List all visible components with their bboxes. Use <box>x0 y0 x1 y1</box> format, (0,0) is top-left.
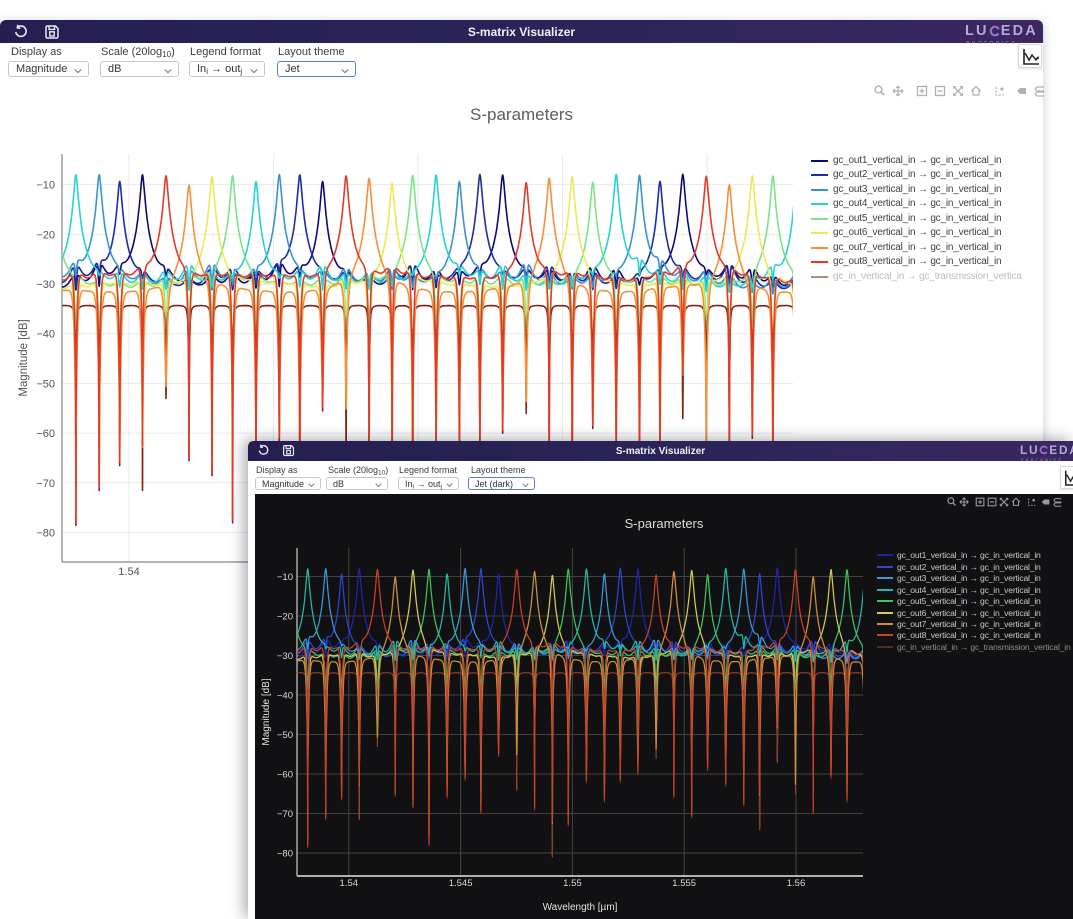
svg-text:−40: −40 <box>36 329 55 341</box>
svg-text:−30: −30 <box>36 279 55 291</box>
svg-text:Wavelength [µm]: Wavelength [µm] <box>543 902 618 913</box>
svg-text:−20: −20 <box>36 229 55 241</box>
svg-text:−80: −80 <box>277 849 293 860</box>
svg-text:1.54: 1.54 <box>340 878 359 889</box>
svg-text:−40: −40 <box>277 691 293 702</box>
svg-text:1.56: 1.56 <box>787 878 806 889</box>
svg-text:−50: −50 <box>277 730 293 741</box>
svg-text:−80: −80 <box>36 528 55 540</box>
svg-text:−30: −30 <box>277 651 293 662</box>
svg-text:−70: −70 <box>36 478 55 490</box>
svg-text:−50: −50 <box>36 378 55 390</box>
svg-text:−70: −70 <box>277 809 293 820</box>
svg-text:1.555: 1.555 <box>672 878 696 889</box>
svg-text:−10: −10 <box>277 572 293 583</box>
svg-text:Magnitude [dB]: Magnitude [dB] <box>261 678 272 745</box>
svg-text:−60: −60 <box>36 428 55 440</box>
svg-text:1.54: 1.54 <box>118 566 139 578</box>
svg-text:1.55: 1.55 <box>563 878 582 889</box>
svg-text:−60: −60 <box>277 770 293 781</box>
svg-text:Magnitude [dB]: Magnitude [dB] <box>18 319 30 396</box>
svg-text:−20: −20 <box>277 612 293 623</box>
svg-text:1.545: 1.545 <box>449 878 473 889</box>
svg-text:−10: −10 <box>36 180 55 192</box>
